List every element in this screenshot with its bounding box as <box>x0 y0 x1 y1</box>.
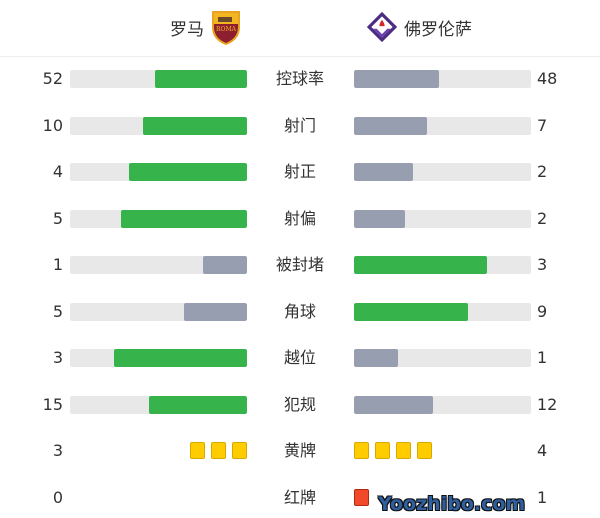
away-bar-fill <box>354 163 413 181</box>
away-bar-track <box>354 395 531 414</box>
card-row: 0 红牌 1 <box>0 486 600 510</box>
away-bar-fill <box>354 209 405 228</box>
away-value: 3 <box>537 255 548 274</box>
away-team: 佛罗伦萨 <box>360 10 472 44</box>
away-cards <box>354 488 369 507</box>
home-value: 0 <box>52 487 63 507</box>
away-value: 4 <box>537 441 548 460</box>
home-value: 3 <box>52 441 63 460</box>
home-value: 10 <box>42 115 63 135</box>
home-value: 52 <box>42 69 63 88</box>
home-value: 5 <box>52 301 63 321</box>
home-bar-fill <box>148 395 247 414</box>
home-bar-track <box>70 302 247 321</box>
stat-label: 犯规 <box>283 394 316 414</box>
away-bar-track <box>354 349 531 367</box>
away-bar-track <box>354 209 531 228</box>
stat-label: 黄牌 <box>283 441 316 460</box>
home-bar-track <box>70 163 247 181</box>
home-bar-track <box>70 116 247 135</box>
stat-label: 角球 <box>283 301 316 321</box>
yellow-card-icon <box>232 442 247 459</box>
watermark: Yoozhibo.com <box>378 493 526 515</box>
away-bar-track <box>354 116 531 135</box>
stat-row: 3 越位 1 <box>0 346 600 370</box>
stat-label: 越位 <box>283 348 316 367</box>
away-value: 48 <box>537 69 558 88</box>
away-value: 2 <box>537 162 548 181</box>
home-cards <box>190 442 247 460</box>
away-bar-track <box>354 302 531 321</box>
yellow-card-icon <box>354 442 369 459</box>
roma-crest-icon: ROMA <box>212 11 240 45</box>
teams-header: 罗马 ROMA 佛罗伦萨 <box>0 0 600 57</box>
stat-row: 10 射门 7 <box>0 114 600 138</box>
fiorentina-crest-icon <box>366 11 398 43</box>
away-bar-fill <box>354 256 487 274</box>
home-bar-fill <box>183 302 247 321</box>
home-bar-track <box>70 70 247 88</box>
away-bar-fill <box>354 116 427 135</box>
red-card-icon <box>354 488 369 506</box>
away-team-name: 佛罗伦萨 <box>404 19 472 40</box>
home-bar-track <box>70 349 247 367</box>
stat-label: 控球率 <box>275 69 324 88</box>
home-bar-fill <box>202 256 247 274</box>
home-value: 5 <box>52 208 63 228</box>
home-value: 3 <box>52 348 63 367</box>
away-value: 2 <box>537 208 548 228</box>
home-team: 罗马 ROMA <box>170 10 248 45</box>
home-bar-fill <box>120 209 247 228</box>
home-bar-track <box>70 256 247 274</box>
away-bar-track <box>354 256 531 274</box>
yellow-card-icon <box>396 442 411 459</box>
away-bar-fill <box>354 395 433 414</box>
yellow-card-icon <box>375 442 390 459</box>
away-bar-fill <box>354 70 439 88</box>
stat-label: 被封堵 <box>275 255 324 274</box>
stat-label: 红牌 <box>283 487 316 507</box>
stat-label: 射偏 <box>283 208 316 228</box>
stat-row: 1 被封堵 3 <box>0 253 600 277</box>
card-row: 3 黄牌 4 <box>0 439 600 463</box>
yellow-card-icon <box>190 442 205 459</box>
stat-row: 5 射偏 2 <box>0 207 600 231</box>
stat-label: 射门 <box>283 115 316 135</box>
home-value: 1 <box>52 255 63 274</box>
away-cards <box>354 442 432 460</box>
home-bar-track <box>70 209 247 228</box>
away-value: 9 <box>537 301 548 321</box>
away-value: 7 <box>537 115 548 135</box>
home-bar-fill <box>114 349 247 367</box>
away-bar-fill <box>354 302 468 321</box>
away-bar-track <box>354 70 531 88</box>
stat-row: 15 犯规 12 <box>0 393 600 417</box>
stat-row: 5 角球 9 <box>0 300 600 324</box>
stat-label: 射正 <box>283 162 316 181</box>
home-bar-fill <box>129 163 247 181</box>
home-bar-track <box>70 395 247 414</box>
svg-text:ROMA: ROMA <box>216 26 237 33</box>
away-value: 1 <box>537 348 548 367</box>
home-value: 4 <box>52 162 63 181</box>
away-bar-track <box>354 163 531 181</box>
yellow-card-icon <box>211 442 226 459</box>
yellow-card-icon <box>417 442 432 459</box>
stat-row: 52 控球率 48 <box>0 67 600 91</box>
home-team-name: 罗马 <box>170 19 204 40</box>
home-value: 15 <box>42 394 63 414</box>
home-bar-fill <box>154 70 247 88</box>
stat-row: 4 射正 2 <box>0 160 600 184</box>
home-bar-fill <box>142 116 247 135</box>
away-bar-fill <box>354 349 399 367</box>
away-value: 1 <box>537 487 548 507</box>
away-value: 12 <box>537 394 558 414</box>
